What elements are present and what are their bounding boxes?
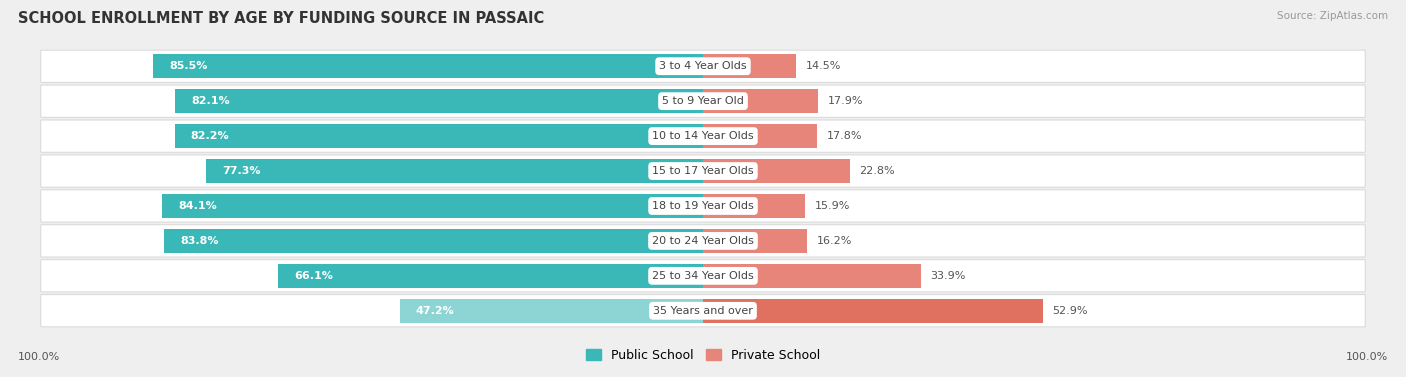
Text: 10 to 14 Year Olds: 10 to 14 Year Olds [652, 131, 754, 141]
Text: 52.9%: 52.9% [1053, 306, 1088, 316]
Text: 16.2%: 16.2% [817, 236, 852, 246]
Text: 15 to 17 Year Olds: 15 to 17 Year Olds [652, 166, 754, 176]
FancyBboxPatch shape [41, 155, 1365, 187]
Text: 82.1%: 82.1% [191, 96, 231, 106]
Bar [703, 299, 1043, 323]
Text: 47.2%: 47.2% [416, 306, 454, 316]
Bar [703, 229, 807, 253]
Bar [703, 194, 806, 218]
FancyBboxPatch shape [41, 260, 1365, 292]
Text: 17.9%: 17.9% [828, 96, 863, 106]
Text: 15.9%: 15.9% [815, 201, 851, 211]
FancyBboxPatch shape [41, 295, 1365, 327]
Bar [703, 159, 849, 183]
Bar [399, 299, 703, 323]
FancyBboxPatch shape [41, 190, 1365, 222]
Bar [703, 264, 921, 288]
Text: 35 Years and over: 35 Years and over [652, 306, 754, 316]
Bar [703, 124, 817, 148]
Text: 100.0%: 100.0% [1346, 352, 1388, 362]
Text: 85.5%: 85.5% [170, 61, 208, 71]
Bar [163, 194, 703, 218]
Bar [176, 89, 703, 113]
Text: 77.3%: 77.3% [222, 166, 260, 176]
Text: 22.8%: 22.8% [859, 166, 894, 176]
Bar [207, 159, 703, 183]
Legend: Public School, Private School: Public School, Private School [581, 344, 825, 367]
Text: 82.2%: 82.2% [191, 131, 229, 141]
Text: 14.5%: 14.5% [806, 61, 841, 71]
Bar [703, 89, 818, 113]
Text: 100.0%: 100.0% [18, 352, 60, 362]
Text: 17.8%: 17.8% [827, 131, 862, 141]
Text: 18 to 19 Year Olds: 18 to 19 Year Olds [652, 201, 754, 211]
Text: 25 to 34 Year Olds: 25 to 34 Year Olds [652, 271, 754, 281]
Bar [174, 124, 703, 148]
FancyBboxPatch shape [41, 225, 1365, 257]
FancyBboxPatch shape [41, 50, 1365, 82]
Text: 3 to 4 Year Olds: 3 to 4 Year Olds [659, 61, 747, 71]
FancyBboxPatch shape [41, 120, 1365, 152]
Bar [703, 54, 796, 78]
Bar [278, 264, 703, 288]
Text: 66.1%: 66.1% [294, 271, 333, 281]
Bar [165, 229, 703, 253]
FancyBboxPatch shape [41, 85, 1365, 117]
Bar [153, 54, 703, 78]
Text: 84.1%: 84.1% [179, 201, 218, 211]
Text: 33.9%: 33.9% [931, 271, 966, 281]
Text: 20 to 24 Year Olds: 20 to 24 Year Olds [652, 236, 754, 246]
Text: 5 to 9 Year Old: 5 to 9 Year Old [662, 96, 744, 106]
Text: 83.8%: 83.8% [180, 236, 219, 246]
Text: SCHOOL ENROLLMENT BY AGE BY FUNDING SOURCE IN PASSAIC: SCHOOL ENROLLMENT BY AGE BY FUNDING SOUR… [18, 11, 544, 26]
Text: Source: ZipAtlas.com: Source: ZipAtlas.com [1277, 11, 1388, 21]
